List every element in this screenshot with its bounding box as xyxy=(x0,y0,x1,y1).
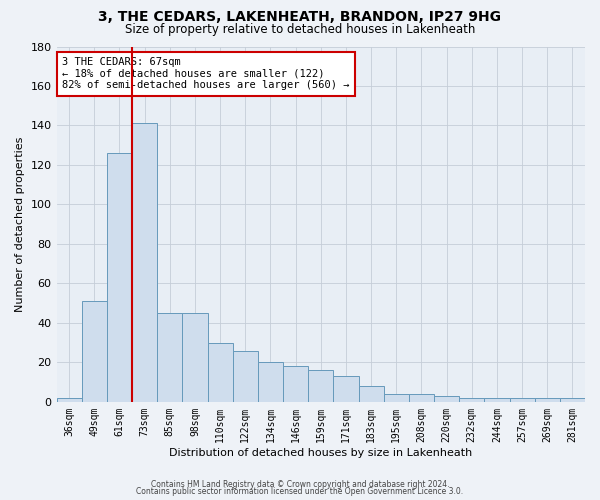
X-axis label: Distribution of detached houses by size in Lakenheath: Distribution of detached houses by size … xyxy=(169,448,472,458)
Bar xyxy=(359,386,383,402)
Bar xyxy=(208,342,233,402)
Bar xyxy=(157,313,182,402)
Bar xyxy=(107,153,132,402)
Bar xyxy=(509,398,535,402)
Bar xyxy=(283,366,308,402)
Bar xyxy=(258,362,283,402)
Bar xyxy=(334,376,359,402)
Text: 3, THE CEDARS, LAKENHEATH, BRANDON, IP27 9HG: 3, THE CEDARS, LAKENHEATH, BRANDON, IP27… xyxy=(98,10,502,24)
Y-axis label: Number of detached properties: Number of detached properties xyxy=(15,136,25,312)
Text: Contains public sector information licensed under the Open Government Licence 3.: Contains public sector information licen… xyxy=(136,488,464,496)
Bar xyxy=(560,398,585,402)
Bar xyxy=(233,350,258,402)
Bar xyxy=(132,124,157,402)
Bar xyxy=(182,313,208,402)
Bar xyxy=(82,301,107,402)
Text: Size of property relative to detached houses in Lakenheath: Size of property relative to detached ho… xyxy=(125,22,475,36)
Bar xyxy=(459,398,484,402)
Bar xyxy=(484,398,509,402)
Bar xyxy=(434,396,459,402)
Text: Contains HM Land Registry data © Crown copyright and database right 2024.: Contains HM Land Registry data © Crown c… xyxy=(151,480,449,489)
Bar xyxy=(308,370,334,402)
Text: 3 THE CEDARS: 67sqm
← 18% of detached houses are smaller (122)
82% of semi-detac: 3 THE CEDARS: 67sqm ← 18% of detached ho… xyxy=(62,57,349,90)
Bar xyxy=(409,394,434,402)
Bar xyxy=(383,394,409,402)
Bar xyxy=(535,398,560,402)
Bar xyxy=(56,398,82,402)
